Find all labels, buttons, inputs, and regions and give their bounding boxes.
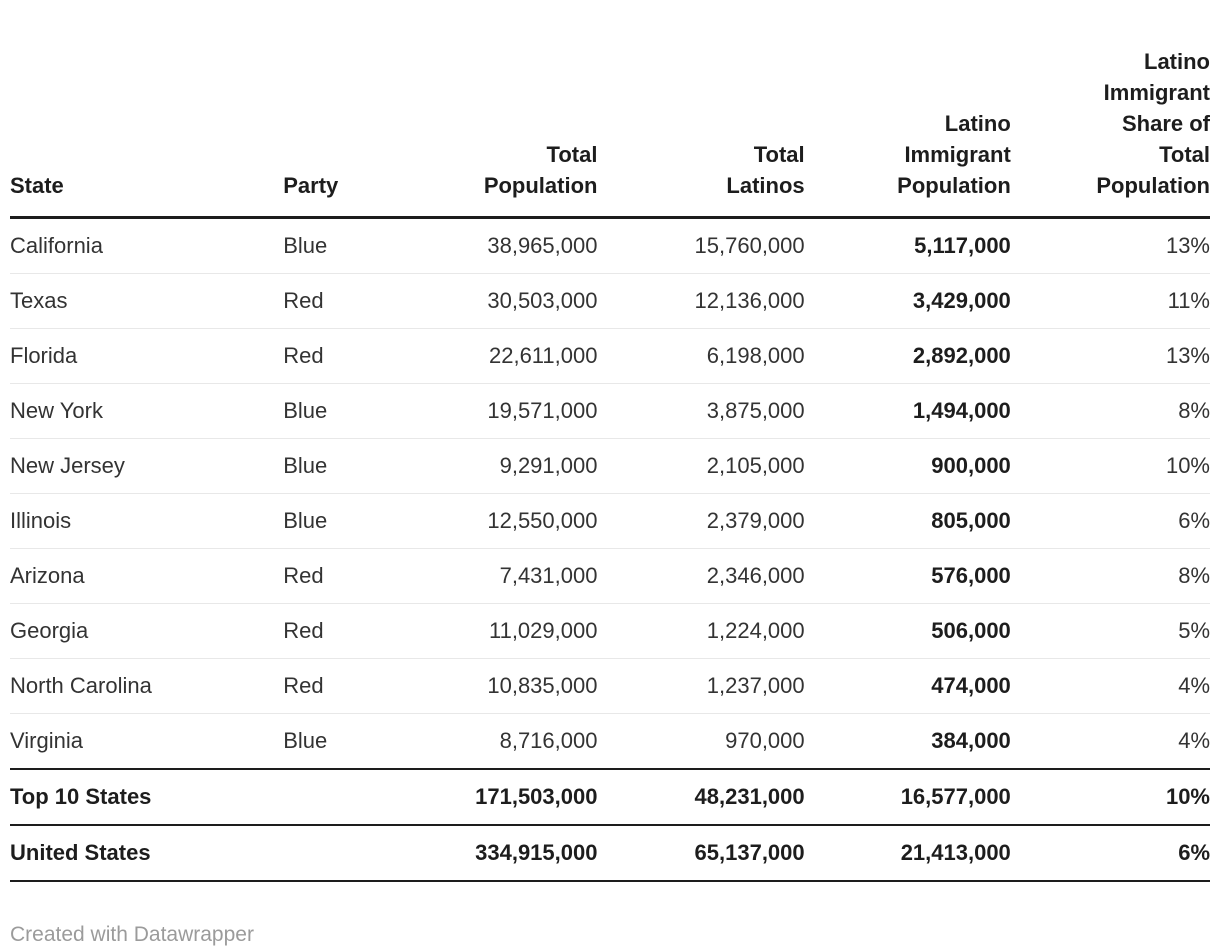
cell-state: Florida — [10, 328, 284, 384]
cell-total-population: 22,611,000 — [423, 328, 598, 384]
column-header-latino-immigrant-share: Latino Immigrant Share of Total Populati… — [1010, 46, 1210, 219]
cell-total-latinos: 48,231,000 — [597, 768, 805, 825]
cell-latino-immigrant-share: 10% — [1010, 438, 1210, 494]
column-header-party: Party — [283, 46, 424, 219]
cell-latino-immigrant-population: 384,000 — [804, 713, 1011, 769]
cell-latino-immigrant-population: 21,413,000 — [804, 824, 1011, 882]
cell-party — [283, 824, 424, 882]
cell-latino-immigrant-share: 8% — [1010, 383, 1210, 439]
cell-total-latinos: 6,198,000 — [597, 328, 805, 384]
cell-state: Top 10 States — [10, 768, 284, 825]
cell-total-latinos: 2,379,000 — [597, 493, 805, 549]
total-row: Top 10 States 171,503,000 48,231,000 16,577… — [10, 768, 1210, 825]
cell-state: New York — [10, 383, 284, 439]
column-header-state: State — [10, 46, 284, 219]
cell-state: New Jersey — [10, 438, 284, 494]
cell-state: Arizona — [10, 548, 284, 604]
cell-total-latinos: 1,237,000 — [597, 658, 805, 714]
table-row: Virginia Blue 8,716,000 970,000 384,000 4% — [10, 713, 1210, 769]
column-header-latino-immigrant-population: Latino Immigrant Population — [804, 46, 1011, 219]
data-table: State Party Total Population Total Latin… — [10, 46, 1210, 882]
cell-party: Blue — [283, 438, 424, 494]
cell-party: Red — [283, 603, 424, 659]
column-header-total-population: Total Population — [423, 46, 598, 219]
cell-state: Georgia — [10, 603, 284, 659]
cell-total-latinos: 1,224,000 — [597, 603, 805, 659]
cell-total-latinos: 15,760,000 — [694, 233, 805, 258]
cell-total-population: 30,503,000 — [423, 273, 598, 329]
cell-latino-immigrant-population: 3,429,000 — [804, 273, 1011, 329]
cell-total-population: 9,291,000 — [423, 438, 598, 494]
cell-party: Red — [283, 328, 424, 384]
cell-state: Texas — [10, 273, 284, 329]
cell-latino-immigrant-share: 8% — [1010, 548, 1210, 604]
cell-latino-immigrant-population: 576,000 — [804, 548, 1011, 604]
page: State Party Total Population Total Latin… — [0, 46, 1220, 947]
cell-total-population: 19,571,000 — [423, 383, 598, 439]
cell-latino-immigrant-population: 805,000 — [804, 493, 1011, 549]
cell-total-latinos: 970,000 — [597, 713, 805, 769]
cell-total-latinos: 12,136,000 — [597, 273, 805, 329]
cell-latino-immigrant-share: 6% — [1010, 824, 1210, 882]
cell-total-population: 334,915,000 — [423, 824, 598, 882]
table-body: California Blue 38,965,000 15,760,000 5,117,… — [10, 218, 1210, 882]
column-header-total-latinos: Total Latinos — [597, 46, 805, 219]
cell-total-latinos: 2,346,000 — [597, 548, 805, 604]
cell-total-population: 10,835,000 — [423, 658, 598, 714]
cell-total-population: 38,965,000 — [487, 233, 598, 258]
cell-total-population: 12,550,000 — [423, 493, 598, 549]
cell-state: California — [10, 233, 103, 258]
cell-latino-immigrant-share: 5% — [1010, 603, 1210, 659]
table-row: New Jersey Blue 9,291,000 2,105,000 900,000 1… — [10, 438, 1210, 494]
cell-latino-immigrant-share: 10% — [1010, 768, 1210, 825]
cell-total-population: 8,716,000 — [423, 713, 598, 769]
table-row: New York Blue 19,571,000 3,875,000 1,494,000… — [10, 383, 1210, 439]
table-row: North Carolina Red 10,835,000 1,237,000 474,… — [10, 658, 1210, 714]
table-row: Arizona Red 7,431,000 2,346,000 576,000 8% — [10, 548, 1210, 604]
cell-latino-immigrant-share: 13% — [1165, 233, 1210, 258]
cell-latino-immigrant-population: 16,577,000 — [804, 768, 1011, 825]
cell-party: Red — [283, 273, 424, 329]
cell-total-latinos: 2,105,000 — [597, 438, 805, 494]
cell-state: Virginia — [10, 713, 284, 769]
table-row: Texas Red 30,503,000 12,136,000 3,429,000 11% — [10, 273, 1210, 329]
table-row: Florida Red 22,611,000 6,198,000 2,892,000 13… — [10, 328, 1210, 384]
cell-latino-immigrant-population: 5,117,000 — [914, 233, 1011, 258]
cell-latino-immigrant-population: 474,000 — [804, 658, 1011, 714]
cell-party: Blue — [283, 233, 328, 258]
table-row: California Blue 38,965,000 15,760,000 5,117,… — [10, 218, 1210, 274]
cell-total-population: 11,029,000 — [423, 603, 598, 659]
total-row: United States 334,915,000 65,137,000 21,413… — [10, 824, 1210, 882]
cell-total-latinos: 65,137,000 — [597, 824, 805, 882]
cell-total-latinos: 3,875,000 — [597, 383, 805, 439]
table-row: Illinois Blue 12,550,000 2,379,000 805,000 6% — [10, 493, 1210, 549]
cell-party: Blue — [283, 713, 424, 769]
cell-party: Blue — [283, 493, 424, 549]
cell-latino-immigrant-share: 13% — [1010, 328, 1210, 384]
cell-party: Red — [283, 548, 424, 604]
table-row: Georgia Red 11,029,000 1,224,000 506,000 5% — [10, 603, 1210, 659]
cell-total-population: 7,431,000 — [423, 548, 598, 604]
cell-latino-immigrant-share: 4% — [1010, 713, 1210, 769]
cell-latino-immigrant-population: 2,892,000 — [804, 328, 1011, 384]
cell-latino-immigrant-share: 11% — [1010, 273, 1210, 329]
header-row: State Party Total Population Total Latin… — [10, 46, 1210, 219]
cell-state: United States — [10, 824, 284, 882]
cell-latino-immigrant-share: 6% — [1010, 493, 1210, 549]
cell-total-population: 171,503,000 — [423, 768, 598, 825]
cell-state: North Carolina — [10, 658, 284, 714]
cell-latino-immigrant-population: 1,494,000 — [804, 383, 1011, 439]
cell-latino-immigrant-population: 506,000 — [804, 603, 1011, 659]
cell-state: Illinois — [10, 493, 284, 549]
cell-party: Red — [283, 658, 424, 714]
cell-latino-immigrant-share: 4% — [1010, 658, 1210, 714]
cell-latino-immigrant-population: 900,000 — [804, 438, 1011, 494]
cell-party — [283, 768, 424, 825]
table-header: State Party Total Population Total Latin… — [10, 46, 1210, 219]
cell-party: Blue — [283, 383, 424, 439]
footer-credit: Created with Datawrapper — [10, 923, 254, 946]
